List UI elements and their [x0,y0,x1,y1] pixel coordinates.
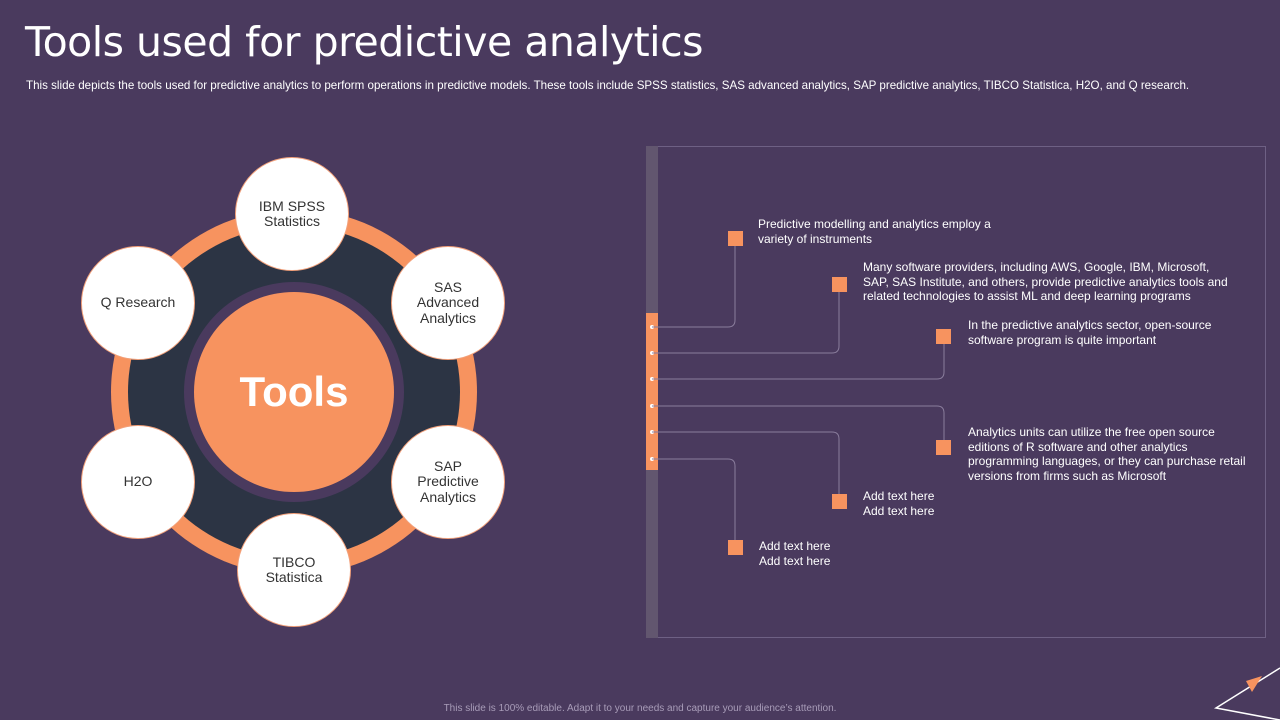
bullet-marker [936,329,951,344]
point-text-1: Predictive modelling and analytics emplo… [758,217,991,246]
point-text-2: Many software providers, including AWS, … [863,260,1228,303]
connector-line [652,458,736,547]
point-text-5: Add text here Add text here [863,489,935,518]
bullet-marker [832,277,847,292]
connector-line [652,238,736,328]
connector-line [652,284,840,354]
center-circle: Tools [194,292,394,492]
connector-line [652,336,945,380]
slide-subtitle: This slide depicts the tools used for pr… [26,79,1190,92]
slide-footer: This slide is 100% editable. Adapt it to… [443,703,837,714]
node-label: IBM SPSS Statistics [258,197,326,229]
node-h2o: H2O [81,425,195,539]
node-tibco: TIBCO Statistica [237,513,351,627]
node-label: SAP Predictive Analytics [417,457,479,505]
point-text-6: Add text here Add text here [759,539,831,568]
node-ibm-spss: IBM SPSS Statistics [235,157,349,271]
node-label: SAS Advanced Analytics [416,278,480,326]
corner-arrow-head [1246,676,1262,692]
connector-line [652,431,840,501]
node-label: H2O [123,473,153,490]
point-text-4: Analytics units can utilize the free ope… [968,425,1246,483]
node-sas: SAS Advanced Analytics [391,246,505,360]
bullet-marker [728,540,743,555]
bullet-marker [728,231,743,246]
slide-title: Tools used for predictive analytics [25,18,703,66]
connector-line [652,405,945,447]
node-sap: SAP Predictive Analytics [391,425,505,539]
node-label: Q Research [100,294,176,311]
node-label: TIBCO Statistica [265,553,323,585]
tools-diagram: Tools IBM SPSS Statistics SAS Advanced A… [81,157,505,627]
bullet-marker [832,494,847,509]
center-label: Tools [239,368,349,415]
node-q-research: Q Research [81,246,195,360]
bullet-marker [936,440,951,455]
point-text-3: In the predictive analytics sector, open… [968,318,1212,347]
